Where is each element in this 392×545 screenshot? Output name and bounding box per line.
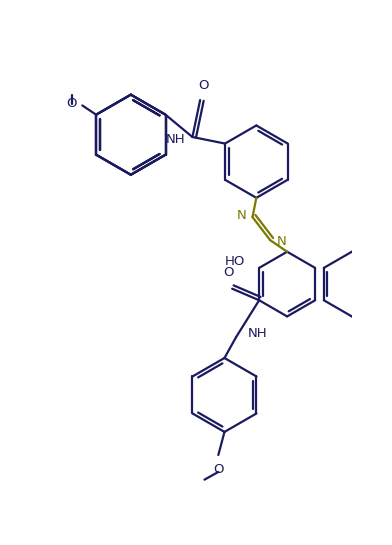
Text: O: O: [213, 463, 223, 476]
Text: N: N: [276, 235, 286, 248]
Text: O: O: [199, 80, 209, 92]
Text: N: N: [237, 209, 246, 222]
Text: O: O: [223, 267, 234, 280]
Text: O: O: [66, 98, 77, 111]
Text: NH: NH: [165, 133, 185, 146]
Text: HO: HO: [225, 255, 245, 268]
Text: NH: NH: [248, 327, 267, 340]
